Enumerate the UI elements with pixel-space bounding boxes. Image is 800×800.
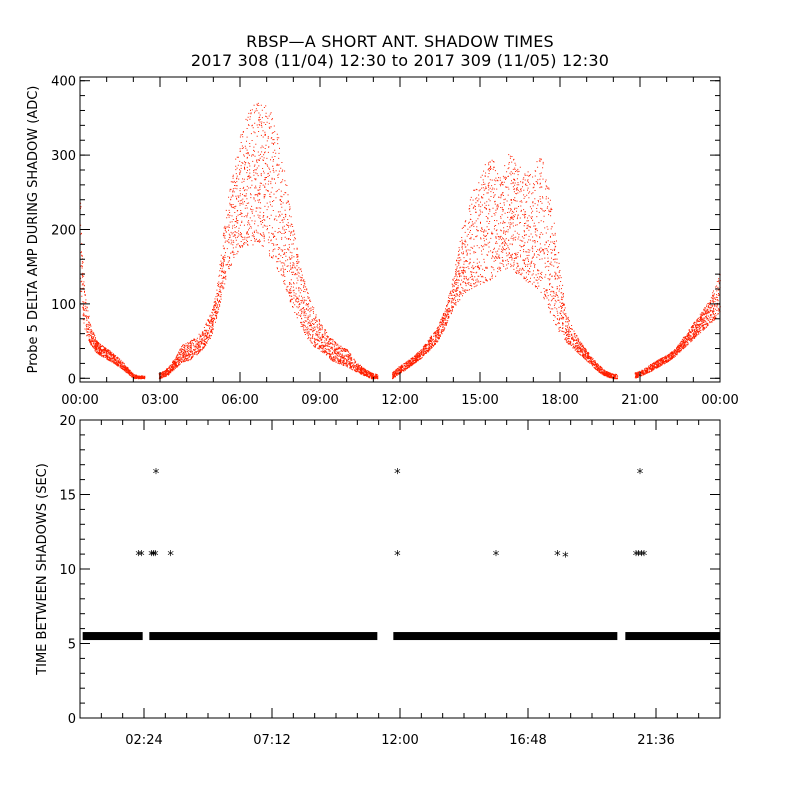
interval-point: * bbox=[150, 549, 157, 564]
top-y-axis-label: Probe 5 DELTA AMP DURING SHADOW (ADC) bbox=[26, 86, 41, 374]
bottom-x-tick-label: 02:24 bbox=[125, 733, 162, 748]
bottom-y-tick-label: 15 bbox=[59, 489, 76, 504]
baseline-band bbox=[149, 632, 378, 641]
bottom-x-tick-label: 16:48 bbox=[509, 733, 546, 748]
top-x-tick-label: 03:00 bbox=[141, 393, 178, 408]
chart-title-line-2: 2017 308 (11/04) 12:30 to 2017 309 (11/0… bbox=[190, 51, 610, 70]
interval-point: * bbox=[493, 549, 500, 564]
top-y-tick-label: 0 bbox=[68, 372, 76, 387]
top-x-tick-label: 00:00 bbox=[701, 393, 738, 408]
bottom-y-tick-label: 10 bbox=[59, 563, 76, 578]
bottom-y-tick-label: 20 bbox=[59, 414, 76, 429]
interval-point: * bbox=[152, 549, 159, 564]
top-x-tick-label: 12:00 bbox=[381, 393, 418, 408]
bottom-y-tick-label: 0 bbox=[68, 712, 76, 727]
top-y-tick-label: 400 bbox=[51, 75, 76, 90]
baseline-band bbox=[625, 632, 720, 641]
interval-point: * bbox=[148, 549, 155, 564]
interval-point: * bbox=[153, 467, 160, 482]
interval-point: * bbox=[633, 549, 640, 564]
interval-point: * bbox=[394, 467, 401, 482]
top-x-tick-label: 06:00 bbox=[221, 393, 258, 408]
interval-point: * bbox=[637, 467, 644, 482]
top-x-tick-label: 00:00 bbox=[61, 393, 98, 408]
bottom-axes-frame bbox=[79, 419, 721, 719]
top-y-tick-label: 100 bbox=[51, 298, 76, 313]
top-x-tick-label: 09:00 bbox=[301, 393, 338, 408]
top-axes-frame bbox=[79, 76, 721, 383]
interval-point: * bbox=[638, 549, 645, 564]
interval-point: * bbox=[135, 549, 142, 564]
bottom-x-tick-label: 12:00 bbox=[381, 733, 418, 748]
interval-point: * bbox=[138, 549, 145, 564]
delta-amp-panel: 0 100 200 300 400 00:00 03:00 06:00 09:00 12:00 15… bbox=[26, 75, 739, 408]
chart-title-line-1: RBSP—A SHORT ANT. SHADOW TIMES bbox=[246, 32, 554, 51]
interval-point: * bbox=[641, 549, 648, 564]
interval-point: * bbox=[554, 549, 561, 564]
interval-point: * bbox=[562, 551, 569, 566]
top-x-tick-label: 21:00 bbox=[621, 393, 658, 408]
top-x-tick-label: 15:00 bbox=[461, 393, 498, 408]
bottom-x-tick-label: 07:12 bbox=[253, 733, 290, 748]
delta-amp-points bbox=[80, 102, 721, 380]
interval-point: * bbox=[394, 549, 401, 564]
bottom-x-tick-label: 21:36 bbox=[637, 733, 674, 748]
bottom-y-tick-label: 5 bbox=[68, 638, 76, 653]
baseline-band bbox=[82, 632, 143, 641]
baseline-band bbox=[393, 632, 618, 641]
top-y-tick-label: 200 bbox=[51, 224, 76, 239]
interval-point: * bbox=[167, 549, 174, 564]
interval-point: * bbox=[635, 549, 642, 564]
top-x-tick-label: 18:00 bbox=[541, 393, 578, 408]
bottom-y-axis-label: TIME BETWEEN SHADOWS (SEC) bbox=[35, 463, 50, 676]
top-y-tick-label: 300 bbox=[51, 149, 76, 164]
